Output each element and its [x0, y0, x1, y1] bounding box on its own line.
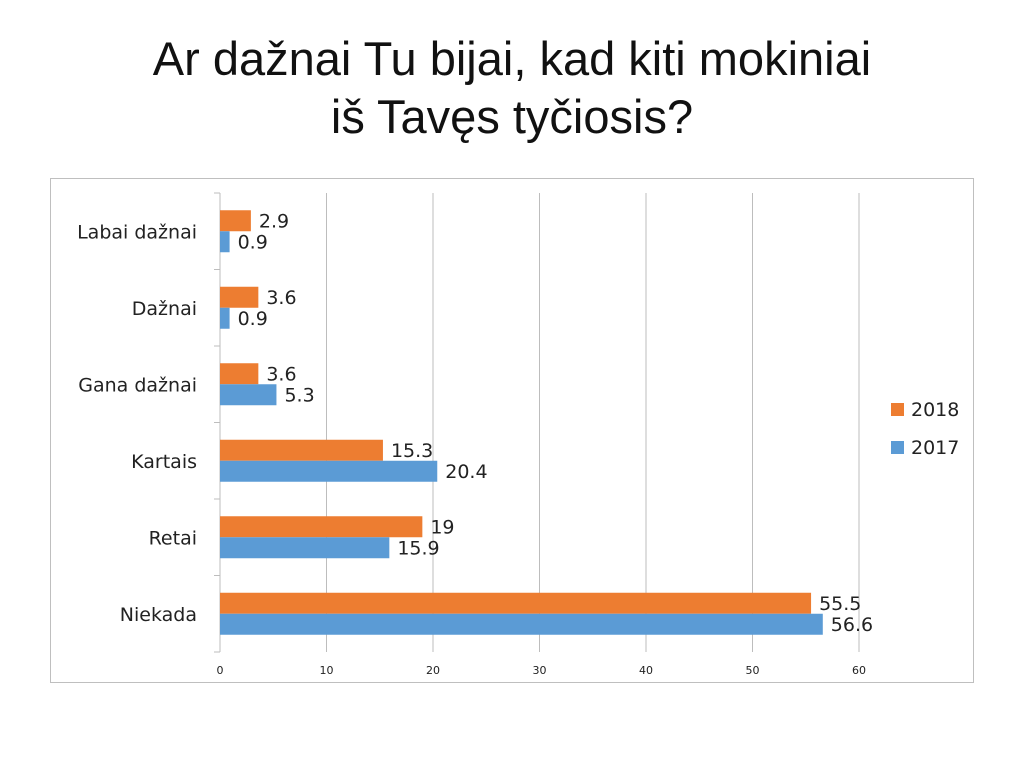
value-label: 19 — [430, 516, 454, 538]
x-tick-label: 20 — [426, 664, 440, 677]
x-tick-label: 0 — [217, 664, 224, 677]
bar-2017 — [220, 460, 438, 482]
value-label: 56.6 — [831, 614, 873, 636]
legend-label: 2018 — [911, 399, 959, 421]
bar-2017 — [220, 537, 390, 559]
value-label: 15.3 — [391, 440, 433, 462]
x-tick-label: 40 — [639, 664, 653, 677]
bar-2018 — [220, 363, 259, 385]
bar-2018 — [220, 516, 423, 538]
x-tick-label: 50 — [746, 664, 760, 677]
value-label: 15.9 — [397, 537, 439, 559]
value-label: 5.3 — [284, 384, 314, 406]
x-tick-label: 30 — [533, 664, 547, 677]
title-line-1: Ar dažnai Tu bijai, kad kiti mokiniai — [152, 32, 872, 85]
slide-title: Ar dažnai Tu bijai, kad kiti mokiniai iš… — [0, 30, 1024, 146]
category-label: Niekada — [120, 604, 197, 626]
bar-2018 — [220, 592, 812, 614]
category-label: Kartais — [131, 451, 197, 473]
category-label: Labai dažnai — [77, 221, 197, 243]
category-label: Retai — [149, 527, 197, 549]
bar-2018 — [220, 210, 251, 232]
legend-label: 2017 — [911, 437, 959, 459]
title-line-2: iš Tavęs tyčiosis? — [330, 90, 694, 143]
bar-2017 — [220, 613, 823, 635]
value-label: 0.9 — [238, 231, 268, 253]
value-label: 55.5 — [819, 593, 861, 615]
bar-2018 — [220, 439, 383, 461]
x-tick-label: 60 — [852, 664, 866, 677]
bar-chart: Labai dažnai 2.9 0.9 Dažnai 3.6 0.9 Gana dažna… — [50, 178, 974, 683]
value-label: 2.9 — [259, 210, 289, 232]
bar-2017 — [220, 231, 230, 253]
bar-2018 — [220, 286, 259, 308]
value-label: 0.9 — [238, 308, 268, 330]
category-label: Dažnai — [132, 298, 197, 320]
value-label: 3.6 — [266, 363, 296, 385]
legend-swatch-2017 — [891, 441, 904, 454]
category-label: Gana dažnai — [78, 374, 197, 396]
bar-2017 — [220, 384, 277, 406]
value-label: 20.4 — [445, 461, 487, 483]
legend-swatch-2018 — [891, 403, 904, 416]
x-tick-label: 10 — [320, 664, 334, 677]
value-label: 3.6 — [266, 287, 296, 309]
bar-2017 — [220, 307, 230, 329]
